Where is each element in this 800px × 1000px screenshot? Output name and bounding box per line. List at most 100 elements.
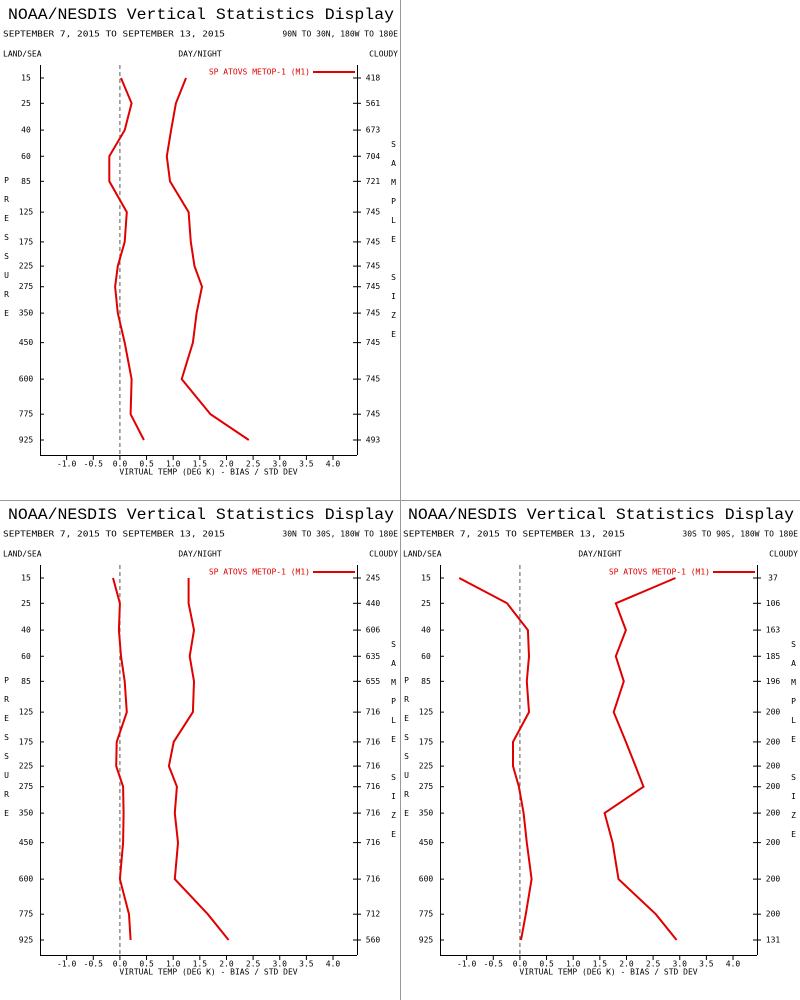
chart-title: NOAA/NESDIS Vertical Statistics Display	[8, 6, 394, 24]
y-tick-label: 125	[19, 208, 34, 217]
sample-size: 745	[366, 410, 381, 419]
x-tick-label: 3.5	[299, 460, 314, 469]
x-tick-label: 0.5	[539, 960, 554, 969]
x-tick-label: 0.0	[113, 960, 128, 969]
x-tick-label: -0.5	[484, 960, 503, 969]
std-dev-line	[167, 578, 230, 941]
y-tick-label: 25	[21, 599, 31, 608]
x-tick-label: 1.5	[193, 460, 208, 469]
y-tick-label: 450	[19, 338, 34, 347]
x-tick-label: 1.0	[166, 960, 181, 969]
x-tick-label: -1.0	[57, 960, 76, 969]
x-tick-label: 4.0	[726, 960, 741, 969]
sample-size: 673	[366, 126, 381, 135]
x-tick-label: 1.5	[193, 960, 208, 969]
region: 90N TO 30N, 180W TO 180E	[282, 30, 398, 39]
y-axis-label: PRESSURE	[2, 176, 11, 328]
y-tick-label: 450	[419, 838, 434, 847]
y-tick-label: 925	[419, 936, 434, 945]
header: CLOUDY	[369, 550, 398, 559]
y-tick-label: 275	[419, 782, 434, 791]
sample-size: 745	[366, 375, 381, 384]
sample-size: 200	[766, 782, 781, 791]
x-tick-label: 2.5	[246, 460, 261, 469]
x-tick-label: 0.5	[139, 460, 154, 469]
sample-size: 200	[766, 708, 781, 717]
sample-size: 196	[766, 677, 781, 686]
chart: NOAA/NESDIS Vertical Statistics Display S…	[403, 506, 798, 976]
y-tick-label: 85	[421, 677, 431, 686]
y-tick-label: 175	[419, 737, 434, 746]
y-tick-label: 40	[421, 626, 431, 635]
y-tick-label: 350	[19, 809, 34, 818]
y-tick-label: 600	[19, 875, 34, 884]
sample-size: 200	[766, 910, 781, 919]
chart-title: NOAA/NESDIS Vertical Statistics Display	[408, 506, 794, 524]
sample-size: 493	[366, 436, 381, 445]
y-tick-label: 225	[19, 262, 34, 271]
sample-size: 185	[766, 652, 781, 661]
subtitle: SEPTEMBER 7, 2015 TO SEPTEMBER 13, 2015	[3, 30, 225, 39]
y-axis-label: PRESSURE	[402, 676, 411, 828]
x-tick-label: -1.0	[457, 960, 476, 969]
header: LAND/SEA	[3, 550, 42, 559]
sample-size: 561	[366, 99, 381, 108]
sample-size: 745	[366, 262, 381, 271]
sample-size: 200	[766, 838, 781, 847]
header: DAY/NIGHT	[178, 550, 222, 559]
bias-line	[458, 577, 533, 941]
x-tick-label: -0.5	[84, 960, 103, 969]
sample-size: 560	[366, 936, 381, 945]
y-tick-label: 60	[21, 152, 31, 161]
y-tick-label: 275	[19, 282, 34, 291]
y-tick-label: 450	[19, 838, 34, 847]
y-tick-label: 60	[421, 652, 431, 661]
x-tick-label: 4.0	[326, 960, 341, 969]
sample-size: 716	[366, 782, 381, 791]
bias-line	[108, 77, 145, 441]
sample-size: 745	[366, 309, 381, 318]
y-tick-label: 125	[19, 708, 34, 717]
sample-size: 635	[366, 652, 381, 661]
sample-size: 716	[366, 838, 381, 847]
y-tick-label: 600	[419, 875, 434, 884]
sample-size: 745	[366, 338, 381, 347]
sample-size: 163	[766, 626, 781, 635]
std-dev-line	[165, 77, 250, 441]
sample-size: 716	[366, 875, 381, 884]
x-tick-label: 0.5	[139, 960, 154, 969]
x-tick-label: 2.0	[619, 960, 634, 969]
sample-size: 745	[366, 237, 381, 246]
y-tick-label: 125	[419, 708, 434, 717]
sample-size: 745	[366, 208, 381, 217]
sample-size: 721	[366, 177, 381, 186]
y-tick-label: 775	[19, 910, 34, 919]
y2-axis-label: SAMPLE SIZE	[789, 640, 798, 849]
x-tick-label: 4.0	[326, 460, 341, 469]
sample-size: 200	[766, 809, 781, 818]
header: LAND/SEA	[403, 550, 442, 559]
std-dev-line	[603, 577, 678, 941]
x-tick-label: 2.5	[246, 960, 261, 969]
bias-line	[112, 577, 132, 941]
y-tick-label: 15	[21, 574, 31, 583]
sample-size: 37	[768, 574, 778, 583]
y-tick-label: 40	[21, 626, 31, 635]
x-tick-label: 2.0	[219, 460, 234, 469]
sample-size: 200	[766, 737, 781, 746]
x-tick-label: 1.5	[593, 960, 608, 969]
legend-label: SP ATOVS METOP-1 (M1)	[209, 68, 310, 77]
sample-size: 716	[366, 809, 381, 818]
sample-size: 200	[766, 762, 781, 771]
y-tick-label: 225	[419, 762, 434, 771]
x-tick-label: 2.5	[646, 960, 661, 969]
sample-size: 245	[366, 574, 381, 583]
header: DAY/NIGHT	[178, 50, 222, 59]
x-tick-label: -1.0	[57, 460, 76, 469]
sample-size: 440	[366, 599, 381, 608]
x-axis-label: VIRTUAL TEMP (DEG K) - BIAS / STD DEV	[119, 468, 297, 477]
y-tick-label: 275	[19, 782, 34, 791]
y-tick-label: 25	[421, 599, 431, 608]
panel: NOAA/NESDIS Vertical Statistics Display S…	[400, 500, 800, 1000]
